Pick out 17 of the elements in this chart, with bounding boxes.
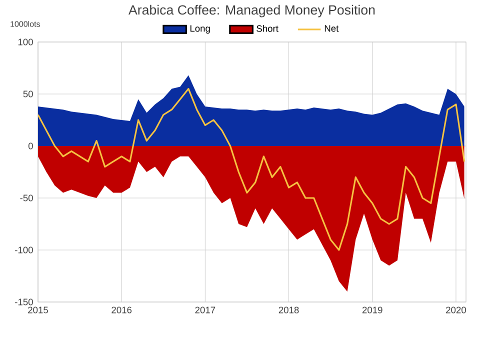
y-axis-title: 1000lots [10, 20, 40, 27]
x-tick-label: 2017 [195, 306, 216, 314]
x-tick-label: 2019 [362, 306, 382, 314]
x-tick-label: 2018 [278, 306, 299, 314]
legend-label: Net [324, 25, 339, 32]
x-tick-label: 2016 [112, 306, 132, 314]
y-tick-label: -100 [15, 246, 33, 254]
x-tick-label: 2015 [28, 306, 48, 314]
y-tick-label: -50 [20, 194, 33, 202]
y-tick-label: 100 [18, 38, 33, 46]
y-tick-label: 0 [28, 142, 33, 150]
chart-title: Arabica Coffee: Managed Money Position [128, 4, 375, 18]
y-tick-label: 50 [23, 90, 33, 98]
legend-label: Short [256, 25, 278, 32]
legend-label: Long [190, 25, 210, 34]
x-tick-label: 2020 [446, 306, 466, 314]
y-tick-label: -150 [15, 298, 33, 306]
